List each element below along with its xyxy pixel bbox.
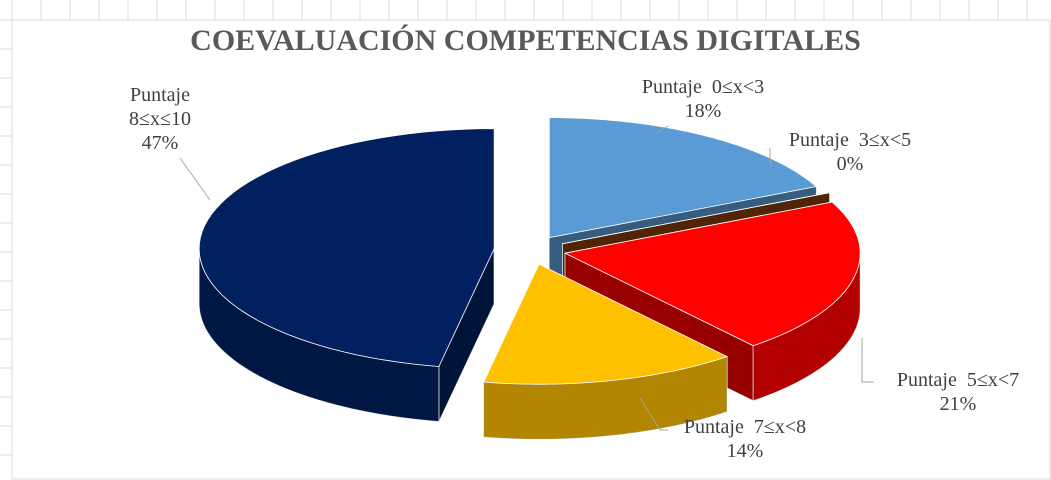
slice: [563, 201, 861, 347]
leader-line: [179, 157, 211, 201]
slice: [483, 263, 729, 385]
pie: [198, 117, 861, 440]
category-label: Puntaje 8≤x≤10: [129, 84, 191, 130]
value-label: 21%: [939, 393, 977, 415]
data-label: Puntaje 0≤x<3 18%: [642, 75, 764, 123]
shade: [199, 248, 439, 422]
chart-title: COEVALUACIÓN COMPETENCIAS DIGITALES: [190, 24, 861, 57]
slice: [198, 128, 495, 367]
value-label: 47%: [141, 132, 179, 154]
category-label: Puntaje 3≤x<5: [788, 129, 912, 151]
data-label: Puntaje 8≤x≤10 47%: [105, 83, 215, 155]
data-label: Puntaje 7≤x<8 14%: [684, 415, 806, 463]
leader-line: [654, 125, 669, 135]
leader-lines: [179, 125, 874, 431]
sheet-grid: [0, 0, 1028, 456]
shade: [438, 248, 495, 422]
category-label: Puntaje 7≤x<8: [683, 416, 807, 438]
shade: [753, 253, 861, 401]
category-label: Puntaje 5≤x<7: [896, 369, 1020, 391]
shade: [483, 356, 727, 440]
leader-line: [861, 338, 874, 383]
leader-line: [639, 397, 668, 431]
value-label: 14%: [726, 440, 764, 462]
value-label: 18%: [684, 100, 722, 122]
data-label: Puntaje 3≤x<5 0%: [789, 128, 911, 176]
category-label: Puntaje 0≤x<3: [641, 76, 765, 98]
data-label: Puntaje 5≤x<7 21%: [897, 368, 1019, 416]
slice: [548, 117, 818, 239]
value-label: 0%: [836, 153, 864, 175]
